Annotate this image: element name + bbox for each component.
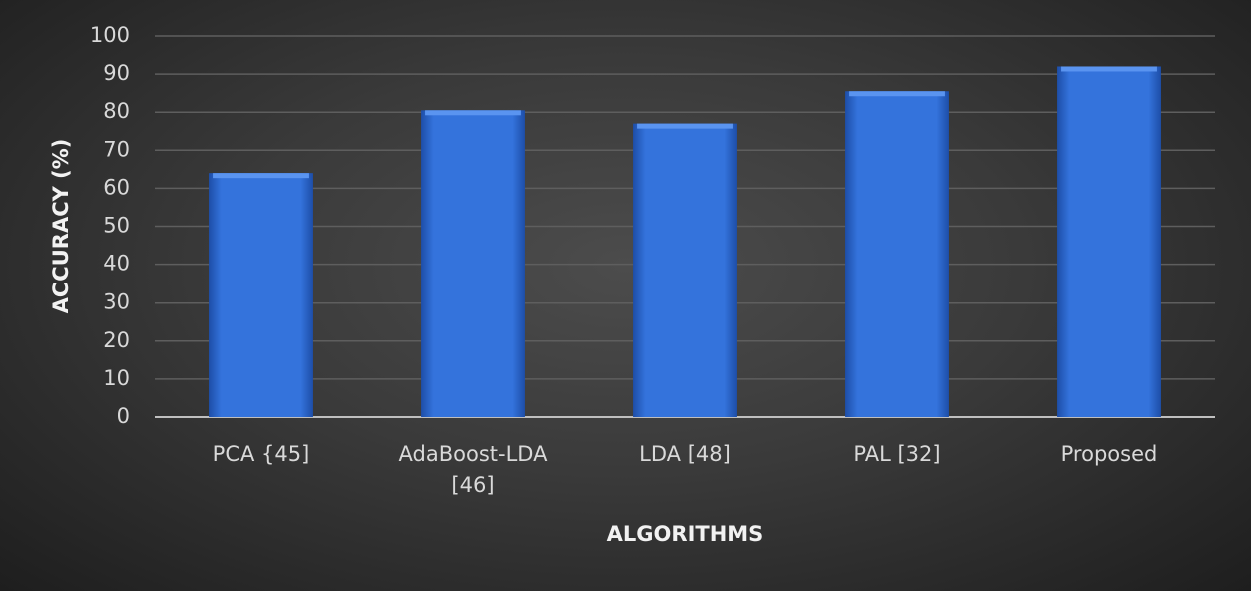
y-axis-title: ACCURACY (%) [49, 139, 73, 314]
y-tick-label: 50 [103, 214, 130, 238]
bar-bevel [425, 110, 521, 116]
y-tick-label: 100 [90, 23, 130, 47]
bar [633, 123, 737, 417]
bar [421, 110, 525, 418]
bar [1057, 66, 1161, 417]
y-tick-label: 10 [103, 366, 130, 390]
x-tick-label: Proposed [1060, 442, 1158, 466]
y-tick-label: 20 [103, 328, 130, 352]
bar [209, 173, 313, 417]
y-tick-label: 90 [103, 61, 130, 85]
y-tick-label: 30 [103, 290, 130, 314]
bar-bevel [637, 123, 733, 129]
y-tick-label: 80 [103, 99, 130, 123]
bar [845, 91, 949, 418]
y-tick-label: 70 [103, 137, 130, 161]
x-tick-label: AdaBoost-LDA [46] [398, 442, 548, 497]
bar-bevel [1061, 66, 1157, 72]
bar-bevel [849, 91, 945, 97]
x-tick-label: PCA {45] [212, 442, 310, 466]
x-tick-label: LDA [48] [639, 442, 731, 466]
y-tick-label: 0 [117, 404, 130, 428]
x-tick-label: PAL [32] [853, 442, 941, 466]
x-axis-title: ALGORITHMS [607, 522, 764, 546]
y-tick-label: 60 [103, 175, 130, 199]
bar-bevel [213, 173, 309, 179]
y-tick-label: 40 [103, 252, 130, 276]
